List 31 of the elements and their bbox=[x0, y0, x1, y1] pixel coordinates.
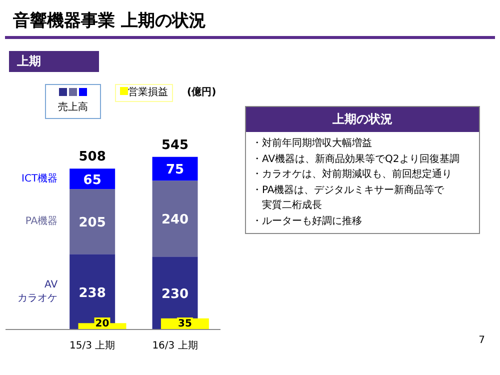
text: (億円) bbox=[187, 87, 216, 98]
text: ・ルーターも好調に推移 bbox=[252, 214, 363, 229]
text: 上期の状況 bbox=[246, 107, 479, 132]
total-label: 545 bbox=[161, 138, 189, 153]
legend-label: 営業損益 bbox=[115, 84, 173, 102]
data-label: 230 bbox=[161, 287, 189, 302]
total-label: 508 bbox=[78, 149, 106, 164]
text: ・AV機器は、新商品効果等でQ2より回復基調 bbox=[252, 152, 460, 167]
data-label: 238 bbox=[78, 286, 106, 301]
text: 実質二桁成長 bbox=[261, 198, 323, 214]
x-tick-label: 16/3 上期 bbox=[152, 340, 198, 352]
chart-subtitle: 上期 bbox=[9, 51, 99, 72]
data-label: 75 bbox=[166, 162, 184, 178]
x-tick-label: 15/3 上期 bbox=[70, 340, 116, 352]
data-label: 20 bbox=[95, 318, 110, 330]
text: ・対前年同期増収大幅増益 bbox=[252, 136, 373, 152]
series-label: ICT機器 bbox=[22, 172, 58, 184]
legend-title: 売上高 bbox=[45, 84, 101, 119]
data-label: 35 bbox=[178, 318, 192, 330]
bar bbox=[70, 189, 116, 254]
text: ・カラオケは、対前期減収も、前回想定通り bbox=[252, 168, 453, 182]
data-label: 240 bbox=[161, 212, 189, 228]
series-label: PA機器 bbox=[25, 215, 58, 228]
text: ・PA機器は、デジタルミキサー新商品等で bbox=[252, 184, 446, 198]
bar bbox=[152, 156, 198, 181]
chart-title: 音響機器事業 上期の状況 bbox=[5, 5, 495, 40]
text: 7 bbox=[478, 334, 485, 348]
bar bbox=[152, 180, 198, 257]
series-label: AV カラオケ bbox=[18, 280, 58, 304]
data-label: 205 bbox=[78, 216, 106, 231]
data-label: 65 bbox=[83, 172, 102, 188]
